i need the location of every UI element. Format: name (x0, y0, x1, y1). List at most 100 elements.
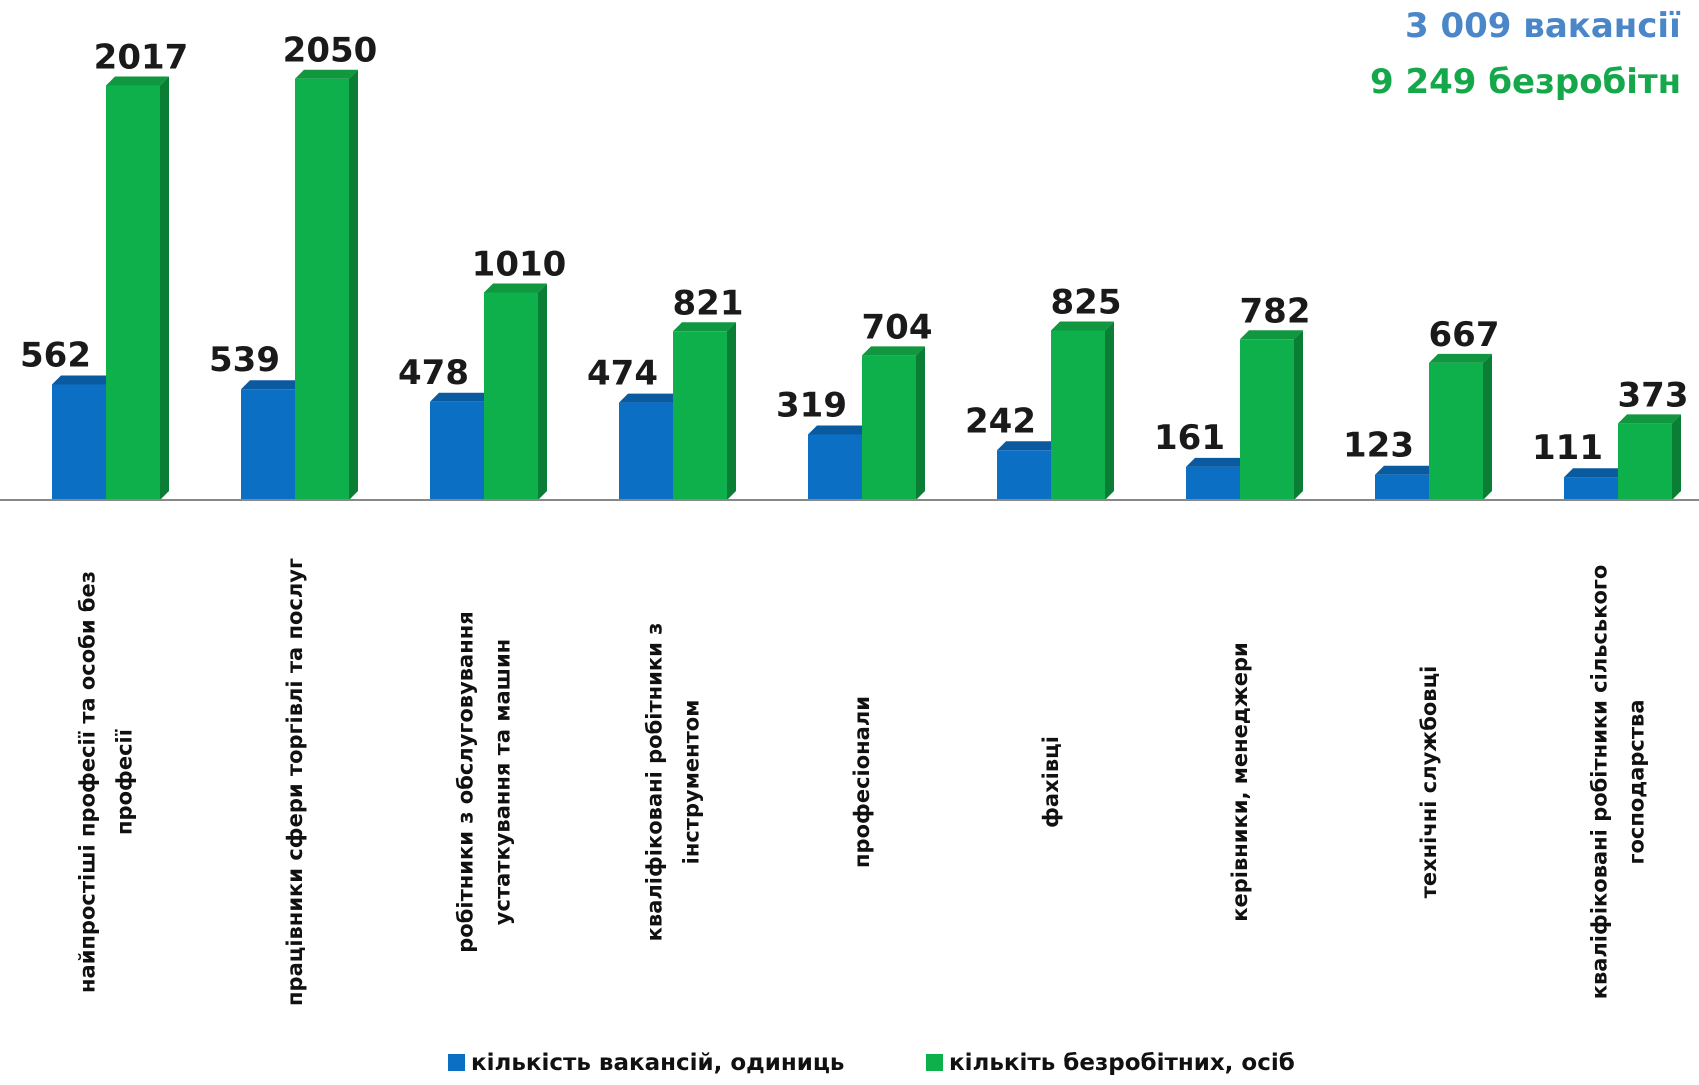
category-label-line: кваліфіковані робітники сільського (1588, 565, 1612, 1000)
value-label-unemployed-4: 704 (862, 307, 933, 347)
bar-side (1105, 321, 1114, 500)
bar-vacancies-1 (241, 380, 304, 500)
value-label-vacancies-3: 474 (587, 354, 658, 394)
bar-front (1429, 362, 1483, 500)
value-label-unemployed-3: 821 (673, 283, 744, 323)
bar-vacancies-7 (1375, 465, 1438, 500)
category-label-line: устаткування та машин (491, 639, 515, 925)
bar-front (673, 331, 727, 500)
category-label-4: професіонали (850, 696, 874, 868)
bar-unemployed-8 (1618, 414, 1681, 500)
value-label-vacancies-7: 123 (1343, 426, 1414, 466)
bar-vacancies-5 (997, 441, 1060, 500)
value-label-vacancies-5: 242 (965, 401, 1036, 441)
category-label-6: керівники, менеджери (1228, 642, 1252, 922)
bar-top (997, 441, 1060, 451)
bar-vacancies-0 (52, 375, 115, 500)
bar-top (1051, 321, 1114, 331)
bar-top (241, 380, 304, 390)
bar-front (52, 384, 106, 500)
legend-swatch-vacancies (448, 1054, 465, 1071)
value-label-unemployed-5: 825 (1051, 282, 1122, 322)
value-label-vacancies-4: 319 (776, 385, 847, 425)
bar-unemployed-7 (1429, 353, 1492, 500)
bar-front (1186, 466, 1240, 500)
bar-unemployed-4 (862, 346, 925, 500)
category-label-line: керівники, менеджери (1228, 642, 1252, 922)
bar-unemployed-3 (673, 322, 736, 500)
bar-front (484, 292, 538, 500)
bar-front (1618, 423, 1672, 500)
bar-side (160, 76, 169, 500)
bar-front (862, 355, 916, 500)
bar-front (1564, 477, 1618, 500)
bar-top (295, 69, 358, 79)
bar-vacancies-3 (619, 393, 682, 500)
bar-unemployed-2 (484, 283, 547, 500)
legend-label-vacancies: кількість вакансій, одиниць (471, 1050, 844, 1076)
bar-front (295, 78, 349, 500)
category-label-0: найпростіші професії та особи без професі… (76, 571, 137, 993)
value-label-unemployed-6: 782 (1240, 291, 1311, 331)
bar-top (1240, 330, 1303, 340)
category-label-line: найпростіші професії та особи без (76, 571, 100, 993)
bar-top (673, 322, 736, 332)
bar-front (808, 434, 862, 500)
bar-vacancies-6 (1186, 457, 1249, 500)
category-label-line: професії (113, 729, 137, 835)
value-label-vacancies-8: 111 (1532, 428, 1603, 468)
bar-top (106, 76, 169, 86)
summary-unemployed: 9 249 безробітн (1370, 62, 1681, 102)
category-label-line: технічні службовці (1417, 666, 1441, 899)
bar-side (727, 322, 736, 500)
bar-front (1375, 474, 1429, 500)
bar-unemployed-1 (295, 69, 358, 500)
category-label-line: робітники з обслуговування (454, 611, 478, 952)
bar-vacancies-2 (430, 392, 493, 500)
bar-front (619, 402, 673, 500)
bar-unemployed-0 (106, 76, 169, 500)
bar-top (1618, 414, 1681, 424)
bar-top (1375, 465, 1438, 475)
bar-side (916, 346, 925, 500)
value-label-unemployed-0: 2017 (94, 38, 189, 78)
bar-top (1429, 353, 1492, 363)
legend-label-unemployed: кількіть безробітних, осіб (949, 1050, 1295, 1076)
bar-front (106, 85, 160, 500)
bar-vacancies-8 (1564, 468, 1627, 500)
category-label-line: інструментом (680, 700, 704, 865)
bars-layer: 562 2017 539 2050 478 1010 474 821 319 704 242 825 1… (20, 31, 1688, 500)
legend: кількість вакансій, одиниць кількіть без… (448, 1050, 1295, 1076)
category-label-7: технічні службовці (1417, 666, 1441, 899)
value-label-unemployed-2: 1010 (472, 244, 567, 284)
bar-top (808, 425, 871, 435)
category-label-5: фахівці (1039, 736, 1063, 828)
bar-unemployed-6 (1240, 330, 1303, 500)
value-label-unemployed-7: 667 (1429, 315, 1500, 355)
bar-front (997, 450, 1051, 500)
bar-side (1294, 330, 1303, 500)
value-label-vacancies-2: 478 (398, 353, 469, 393)
bar-vacancies-4 (808, 425, 871, 500)
bar-side (1483, 353, 1492, 500)
bar-unemployed-5 (1051, 321, 1114, 500)
bar-side (538, 283, 547, 500)
bar-top (484, 283, 547, 293)
summary-vacancies: 3 009 вакансії (1405, 6, 1681, 46)
category-label-3: кваліфіковані робітники з інструментом (643, 623, 704, 942)
category-label-line: професіонали (850, 696, 874, 868)
category-label-1: працівники сфери торгівлі та послуг (283, 558, 307, 1006)
bar-top (862, 346, 925, 356)
category-label-line: фахівці (1039, 736, 1063, 828)
category-label-line: працівники сфери торгівлі та послуг (283, 558, 307, 1006)
category-label-8: кваліфіковані робітники сільського господ… (1588, 565, 1649, 1000)
bar-top (1564, 468, 1627, 478)
bar-front (1240, 339, 1294, 500)
category-labels: найпростіші професії та особи без професі… (76, 558, 1649, 1006)
bar-front (430, 401, 484, 500)
value-label-vacancies-6: 161 (1154, 418, 1225, 458)
bar-top (52, 375, 115, 385)
category-label-line: господарства (1625, 699, 1649, 864)
